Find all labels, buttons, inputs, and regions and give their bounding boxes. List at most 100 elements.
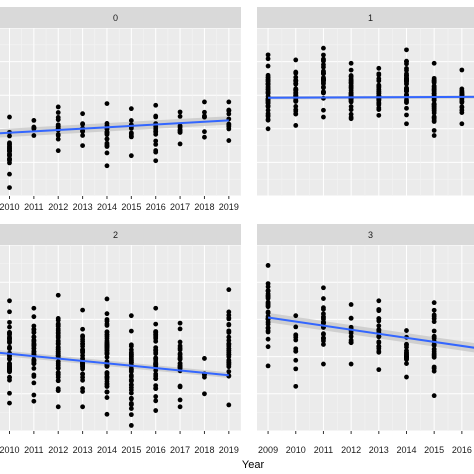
trend-line	[268, 95, 474, 99]
data-point	[55, 133, 61, 138]
data-point	[128, 369, 134, 375]
data-point	[226, 338, 232, 343]
data-point	[321, 296, 326, 301]
data-point	[226, 364, 232, 370]
data-point	[348, 302, 354, 307]
data-point	[128, 359, 134, 364]
data-point	[265, 56, 271, 62]
data-point	[265, 63, 271, 69]
data-point	[348, 74, 354, 79]
data-point	[31, 124, 37, 130]
data-point	[31, 380, 37, 386]
data-point	[226, 111, 232, 117]
data-point	[153, 368, 159, 373]
data-point	[31, 357, 37, 363]
data-point	[404, 105, 409, 111]
data-point	[404, 76, 409, 82]
data-point	[202, 109, 207, 115]
x-tick-label: 2018	[194, 202, 214, 212]
data-point	[104, 311, 110, 317]
data-point	[226, 309, 232, 315]
data-point	[202, 134, 207, 140]
data-point	[431, 75, 437, 81]
data-point	[128, 412, 134, 418]
x-tick-label: 2013	[73, 445, 93, 455]
x-tick-label: 2011	[314, 445, 333, 455]
data-point	[348, 315, 354, 321]
data-point	[376, 65, 382, 71]
trend-line	[0, 351, 229, 377]
facet-panel-2: 2 2010 2011 2012 2013 2014 2015 2016 2017 2018 201…	[0, 224, 241, 455]
data-point	[321, 69, 326, 75]
x-tick-label: 2019	[219, 445, 239, 455]
data-point	[128, 328, 134, 334]
data-point	[376, 72, 382, 78]
data-point	[226, 348, 232, 354]
data-point	[321, 114, 326, 120]
data-point	[104, 389, 110, 395]
data-point	[31, 350, 37, 356]
data-point	[7, 309, 12, 315]
data-point	[431, 333, 437, 339]
data-point	[80, 133, 86, 138]
data-point	[293, 346, 299, 352]
facet-strip-label: 1	[368, 13, 373, 23]
data-point	[376, 91, 382, 97]
data-point	[104, 150, 110, 156]
data-point	[431, 307, 437, 313]
data-point	[431, 133, 437, 138]
data-point	[177, 109, 183, 115]
data-point	[226, 369, 232, 374]
data-point	[265, 263, 271, 268]
data-point	[55, 328, 61, 334]
data-point	[31, 329, 37, 335]
data-point	[80, 338, 86, 344]
data-point	[128, 134, 134, 140]
x-tick-label: 2015	[121, 202, 141, 212]
x-tick-label: 2011	[24, 445, 43, 455]
data-point	[293, 324, 299, 330]
data-point	[55, 365, 61, 371]
data-point	[293, 57, 299, 63]
data-point	[7, 146, 12, 152]
data-point	[265, 300, 271, 306]
data-point	[153, 360, 159, 366]
data-point	[153, 158, 159, 164]
data-point	[202, 129, 207, 135]
data-point	[376, 316, 382, 321]
data-point	[431, 300, 437, 306]
data-point	[80, 334, 86, 340]
data-point	[80, 343, 86, 349]
x-tick-label: 2016	[452, 445, 472, 455]
data-point	[104, 395, 110, 400]
data-point	[293, 123, 299, 128]
data-point	[404, 58, 409, 64]
data-point	[55, 344, 61, 350]
data-point	[226, 126, 232, 132]
data-point	[177, 129, 183, 135]
data-point	[321, 57, 326, 63]
facet-strip-label: 0	[113, 13, 118, 23]
data-point	[459, 107, 465, 113]
data-point	[7, 156, 12, 162]
data-point	[404, 374, 409, 380]
data-point	[431, 115, 437, 120]
data-point	[153, 138, 159, 144]
data-point	[431, 312, 437, 318]
data-point	[104, 140, 110, 146]
data-point	[321, 45, 326, 51]
data-point	[153, 332, 159, 337]
data-point	[177, 347, 183, 353]
data-point	[55, 352, 61, 358]
data-point	[293, 357, 299, 363]
data-point	[321, 342, 326, 347]
data-point	[104, 348, 110, 354]
data-point	[128, 423, 134, 428]
data-point	[80, 386, 86, 391]
data-point	[348, 77, 354, 83]
data-point	[348, 361, 354, 367]
data-point	[80, 347, 86, 353]
data-point	[153, 126, 159, 132]
data-point	[104, 101, 110, 106]
data-point	[104, 144, 110, 149]
